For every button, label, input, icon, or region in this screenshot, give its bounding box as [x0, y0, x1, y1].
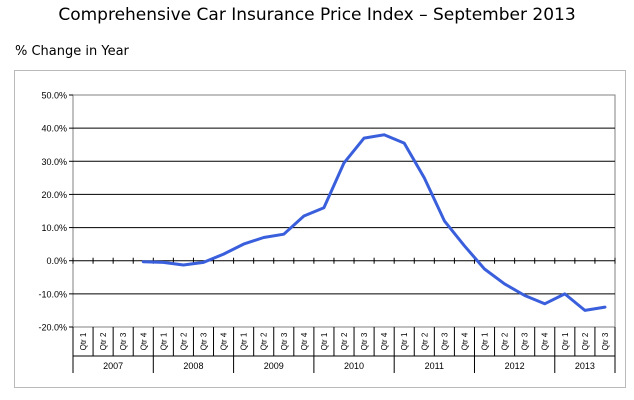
data-point: [564, 293, 566, 295]
chart-title: Comprehensive Car Insurance Price Index …: [58, 5, 576, 25]
y-tick-label: -20.0%: [38, 323, 67, 333]
data-point: [604, 306, 606, 308]
x-tick-label: Qtr 1: [159, 332, 168, 350]
x-tick-label: Qtr 2: [99, 332, 108, 350]
data-point: [202, 261, 205, 264]
data-point: [323, 206, 325, 209]
year-label: 2013: [575, 361, 595, 371]
year-label: 2011: [425, 361, 444, 371]
chart-frame: [14, 70, 626, 388]
x-tick-label: Qtr 4: [139, 332, 148, 350]
plot-area: [72, 94, 616, 328]
y-tick-label: 0.0%: [46, 256, 67, 266]
data-point: [182, 264, 185, 266]
x-tick-label: Qtr 1: [320, 332, 329, 350]
year-label: 2007: [103, 361, 123, 371]
x-tick-label: Qtr 4: [220, 332, 229, 350]
data-point: [483, 268, 486, 270]
x-tick-label: Qtr 2: [340, 332, 349, 350]
series-line: [141, 133, 607, 312]
x-tick-label: Qtr 2: [501, 332, 510, 350]
year-label: 2008: [183, 361, 203, 371]
x-tick-label: Qtr 3: [521, 332, 530, 350]
data-point: [423, 177, 426, 179]
y-tick-label: 20.0%: [41, 190, 67, 200]
data-point: [242, 243, 245, 245]
y-tick-label: 10.0%: [41, 223, 67, 233]
x-tick-label: Qtr 3: [119, 332, 128, 350]
x-tick-label: Qtr 1: [79, 332, 88, 350]
data-point: [523, 294, 526, 297]
data-point: [303, 215, 305, 217]
data-point: [584, 309, 586, 312]
data-point: [503, 283, 506, 285]
x-tick-label: Qtr 1: [561, 332, 570, 350]
data-point: [443, 220, 446, 222]
x-tick-label: Qtr 3: [440, 332, 449, 350]
data-point: [543, 303, 546, 305]
year-label: 2010: [344, 361, 364, 371]
y-tick-label: 50.0%: [41, 91, 67, 101]
x-tick-label: Qtr 2: [260, 332, 269, 350]
data-point: [403, 142, 406, 144]
data-point: [142, 260, 145, 263]
data-point: [363, 137, 365, 139]
x-tick-label: Qtr 3: [280, 332, 289, 350]
data-point: [282, 233, 285, 235]
data-point: [383, 133, 385, 136]
x-tick-label: Qtr 2: [581, 332, 590, 350]
x-tick-label: Qtr 4: [300, 332, 309, 350]
data-point: [343, 162, 345, 164]
year-label: 2012: [505, 361, 525, 371]
x-tick-label: Qtr 3: [199, 332, 208, 350]
y-tick-label: -10.0%: [38, 289, 67, 299]
x-tick-label: Qtr 2: [179, 332, 188, 350]
x-tick-label: Qtr 4: [460, 332, 469, 350]
x-tick-label: Qtr 2: [420, 332, 429, 350]
y-tick-label: 40.0%: [41, 124, 67, 134]
year-label: 2009: [264, 361, 284, 371]
y-tick-label: 30.0%: [41, 157, 67, 167]
data-point: [262, 236, 265, 239]
x-tick-label: Qtr 1: [481, 332, 490, 350]
y-axis-title: % Change in Year: [15, 44, 129, 59]
x-tick-label: Qtr 1: [240, 332, 249, 350]
data-point: [162, 261, 165, 264]
x-tick-label: Qtr 4: [380, 332, 389, 350]
x-tick-label: Qtr 1: [400, 332, 409, 350]
x-tick-label: Qtr 4: [541, 332, 550, 350]
x-tick-label: Qtr 3: [360, 332, 369, 350]
data-point: [222, 253, 225, 255]
data-point: [463, 245, 466, 247]
x-tick-label: Qtr 3: [601, 332, 610, 350]
